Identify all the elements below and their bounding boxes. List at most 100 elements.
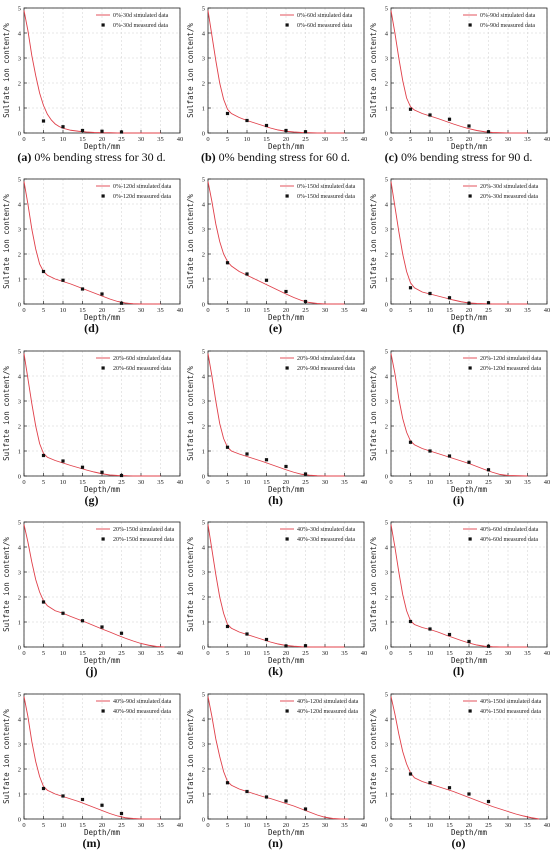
caption-letter: (n) [268,836,283,850]
y-tick-label: 1 [385,791,388,798]
measured-point [225,261,230,265]
panel-caption: (n) [184,836,367,851]
y-tick-label: 2 [385,251,388,258]
y-tick-label: 1 [18,791,21,798]
y-tick-label: 4 [18,373,22,380]
x-tick-label: 40 [177,136,184,143]
x-tick-label: 20 [99,307,106,314]
y-axis-title: Sulfate ion content/% [186,709,195,804]
legend-measured-label: 40%-120d measured data [297,709,358,715]
measured-point [467,124,471,128]
legend-measured-marker [101,194,105,198]
x-tick-label: 0 [389,650,392,657]
measured-point [245,118,249,123]
x-tick-label: 0 [389,136,392,143]
x-tick-label: 30 [322,479,329,486]
x-tick-label: 0 [22,822,25,829]
y-tick-label: 2 [202,251,205,258]
chart-panel-10: 0 5 10 15 20 25 30 35 40 0 1 2 3 4 5 Depth/mm Sulfate io… [0,514,183,685]
x-tick-label: 40 [361,650,368,657]
measured-point [303,472,308,476]
legend-measured-label: 0%-30d measured data [113,23,168,29]
y-tick-label: 5 [18,348,21,355]
x-tick-label: 15 [446,650,453,657]
measured-point [41,786,46,791]
chart-panel-15: 0 5 10 15 20 25 30 35 40 0 1 2 3 4 5 Depth/mm Sulfate io… [367,686,550,857]
measured-point [245,789,249,794]
y-tick-label: 1 [385,619,388,626]
x-tick-label: 15 [79,136,86,143]
y-tick-label: 1 [18,619,21,626]
simulated-series-line [23,181,161,305]
legend-simulated-label: 0%-120d simulated data [113,184,172,190]
legend-measured-label: 20%-120d measured data [480,366,541,372]
legend-simulated-label: 40%-60d simulated data [480,527,539,533]
chart-svg: 0 5 10 15 20 25 30 35 40 0 1 2 3 4 5 Depth/mm Sulfate io… [369,176,550,322]
measured-point [486,644,491,648]
caption-letter: (d) [84,321,99,335]
legend-measured-label: 0%-90d measured data [480,23,535,29]
x-tick-label: 40 [177,650,184,657]
x-tick-label: 25 [485,479,492,486]
y-axis-title: Sulfate ion content/% [369,23,378,118]
legend-measured-label: 40%-150d measured data [480,709,541,715]
legend-measured-marker [468,194,472,198]
caption-letter: (a) [17,150,32,164]
legend-simulated-label: 0%-60d simulated data [297,13,353,19]
measured-point [119,301,124,305]
caption-letter: (m) [82,836,101,850]
measured-point [467,301,471,305]
x-tick-label: 35 [524,479,531,486]
x-tick-label: 30 [138,136,145,143]
measured-point [447,786,452,790]
measured-point [408,107,413,111]
legend-simulated-label: 20%-30d simulated data [480,184,539,190]
legend-simulated-label: 0%-90d simulated data [480,13,536,19]
measured-point [447,632,452,637]
x-axis-title: Depth/mm [84,313,121,322]
measured-point [80,287,85,291]
y-tick-label: 0 [385,301,388,308]
x-tick-label: 25 [485,650,492,657]
x-tick-label: 15 [263,650,270,657]
x-tick-label: 15 [446,479,453,486]
measured-point [447,454,452,458]
x-tick-label: 10 [244,307,251,314]
measured-point [264,458,269,462]
y-tick-label: 0 [202,473,205,480]
x-tick-label: 10 [427,479,434,486]
measured-point [61,125,65,129]
x-tick-label: 0 [206,307,209,314]
x-tick-label: 10 [60,822,67,829]
measured-point [100,803,104,807]
x-tick-label: 15 [263,479,270,486]
panel-caption: (e) [184,321,367,336]
measured-point [80,465,85,469]
x-tick-label: 40 [177,479,184,486]
x-tick-label: 25 [302,822,309,829]
measured-point [245,632,249,636]
x-tick-label: 0 [389,822,392,829]
y-tick-label: 4 [202,544,206,551]
legend-measured-marker [285,23,289,27]
measured-point [100,292,104,296]
legend-simulated-label: 20%-90d simulated data [297,356,356,362]
y-tick-label: 5 [202,348,205,355]
x-tick-label: 10 [60,136,67,143]
chart-panel-4: 0 5 10 15 20 25 30 35 40 0 1 2 3 4 5 Depth/mm Sulfate io… [0,171,183,342]
x-tick-label: 30 [505,136,512,143]
y-tick-label: 3 [385,398,388,405]
x-axis-title: Depth/mm [268,313,305,322]
x-tick-label: 5 [409,650,412,657]
measured-point [447,296,452,300]
legend-measured-label: 20%-30d measured data [480,194,538,200]
x-tick-label: 10 [60,307,67,314]
chart-panel-9: 0 5 10 15 20 25 30 35 40 0 1 2 3 4 5 Depth/mm Sulfate io… [367,343,550,514]
measured-point [408,619,413,624]
legend-simulated-label: 20%-60d simulated data [113,356,172,362]
x-axis-title: Depth/mm [268,656,305,665]
chart-panel-8: 0 5 10 15 20 25 30 35 40 0 1 2 3 4 5 Depth/mm Sulfate io… [184,343,367,514]
caption-letter: (h) [268,493,283,507]
x-tick-label: 20 [99,822,106,829]
y-tick-label: 2 [202,423,205,430]
